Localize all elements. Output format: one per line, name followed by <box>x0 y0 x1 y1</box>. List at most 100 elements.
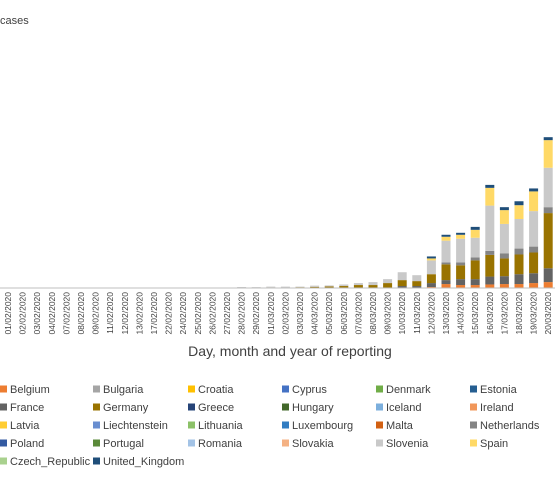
x-tick-label: 25/02/2020 <box>193 292 203 335</box>
legend-label: Spain <box>480 438 508 450</box>
bar-segment <box>514 284 524 288</box>
bar-segment <box>499 258 509 277</box>
legend-swatch <box>0 457 7 465</box>
x-tick-label: 24/02/2020 <box>178 292 188 335</box>
legend-label: France <box>10 402 44 414</box>
legend-label: Lithuania <box>198 420 244 432</box>
bar-segment <box>470 279 480 286</box>
bar-segment <box>426 256 436 259</box>
bar-segment <box>470 226 480 230</box>
legend-swatch <box>93 439 100 447</box>
legend-label: Greece <box>198 402 234 414</box>
bar-segment <box>543 207 553 214</box>
bar-segment <box>529 252 539 274</box>
bar-segment <box>499 223 509 254</box>
bar-segment <box>441 264 451 281</box>
legend-label: Portugal <box>103 438 144 450</box>
bar-segment <box>456 265 466 280</box>
x-tick-label: 11/02/2020 <box>105 292 115 334</box>
x-tick-label: 03/02/2020 <box>32 292 42 335</box>
x-tick-label: 02/02/2020 <box>18 292 28 335</box>
bar-segment <box>426 283 436 288</box>
x-tick-label: 28/02/2020 <box>237 292 247 335</box>
legend-label: Iceland <box>386 402 421 414</box>
bar-segment <box>485 250 495 255</box>
bar-segment <box>499 253 509 259</box>
legend-swatch <box>470 439 477 447</box>
bar-segment <box>514 274 524 285</box>
bar-segment <box>470 257 480 261</box>
x-tick-label: 26/02/2020 <box>207 292 217 335</box>
bar-segment <box>339 286 349 288</box>
bar-segment <box>529 283 539 288</box>
x-tick-label: 05/03/2020 <box>324 292 334 335</box>
x-tick-label: 09/03/2020 <box>383 292 393 335</box>
legend-label: Estonia <box>480 384 518 396</box>
bar-segment <box>485 187 495 206</box>
legend-label: Slovakia <box>292 438 334 450</box>
x-tick-label: 13/03/2020 <box>441 292 451 335</box>
x-tick-label: 12/03/2020 <box>426 292 436 335</box>
bar-segment <box>280 286 290 288</box>
bar-segment <box>543 137 553 141</box>
x-tick-label: 06/03/2020 <box>339 292 349 335</box>
legend-swatch <box>0 385 7 393</box>
bar-segment <box>456 285 466 288</box>
bar-segment <box>499 210 509 224</box>
x-tick-label: 29/02/2020 <box>251 292 261 335</box>
legend-swatch <box>282 439 289 447</box>
bar-segment <box>543 140 553 168</box>
bar-segment <box>514 201 524 206</box>
legend-label: Croatia <box>198 384 234 396</box>
bar-segment <box>412 275 422 282</box>
bar-segment <box>529 273 539 284</box>
bar-segment <box>499 207 509 211</box>
legend-label: Netherlands <box>480 420 540 432</box>
x-tick-label: 13/02/2020 <box>134 292 144 335</box>
legend-swatch <box>470 385 477 393</box>
bar-segment <box>543 213 553 269</box>
x-tick-label: 20/03/2020 <box>543 292 553 335</box>
bar-segment <box>441 234 451 237</box>
x-tick-label: 04/03/2020 <box>310 292 320 335</box>
bar-segment <box>266 286 276 288</box>
x-tick-label: 15/03/2020 <box>470 292 480 335</box>
bar-segment <box>397 280 407 287</box>
x-tick-label: 07/02/2020 <box>61 292 71 335</box>
bar-segment <box>485 254 495 277</box>
x-tick-label: 01/02/2020 <box>3 292 13 335</box>
legend-swatch <box>0 403 7 411</box>
bar-segment <box>383 279 393 284</box>
bar-segment <box>441 236 451 241</box>
bar-segment <box>426 274 436 284</box>
bar-segment <box>470 285 480 288</box>
legend-swatch <box>93 457 100 465</box>
bar-segment <box>368 282 378 286</box>
x-tick-label: 11/03/2020 <box>412 292 422 334</box>
x-tick-label: 22/02/2020 <box>164 292 174 335</box>
legend-label: Denmark <box>386 384 431 396</box>
legend-swatch <box>470 421 477 429</box>
legend-label: Malta <box>386 420 414 432</box>
bar-segment <box>353 283 363 286</box>
bar-segment <box>470 229 480 238</box>
bar-segment <box>237 287 247 288</box>
bar-segment <box>543 167 553 208</box>
x-tick-label: 07/03/2020 <box>353 292 363 335</box>
bar-segment <box>529 246 539 253</box>
legend-label: Hungary <box>292 402 334 414</box>
legend-swatch <box>188 421 195 429</box>
legend-swatch <box>0 439 7 447</box>
legend-label: Belgium <box>10 384 50 396</box>
bar-segment <box>310 285 320 287</box>
x-tick-label: 19/03/2020 <box>529 292 539 335</box>
x-tick-label: 09/02/2020 <box>91 292 101 335</box>
legend-swatch <box>93 385 100 393</box>
legend-swatch <box>188 403 195 411</box>
legend-label: Luxembourg <box>292 420 353 432</box>
x-tick-label: 08/03/2020 <box>368 292 378 335</box>
legend-swatch <box>282 403 289 411</box>
bar-segment <box>485 184 495 188</box>
